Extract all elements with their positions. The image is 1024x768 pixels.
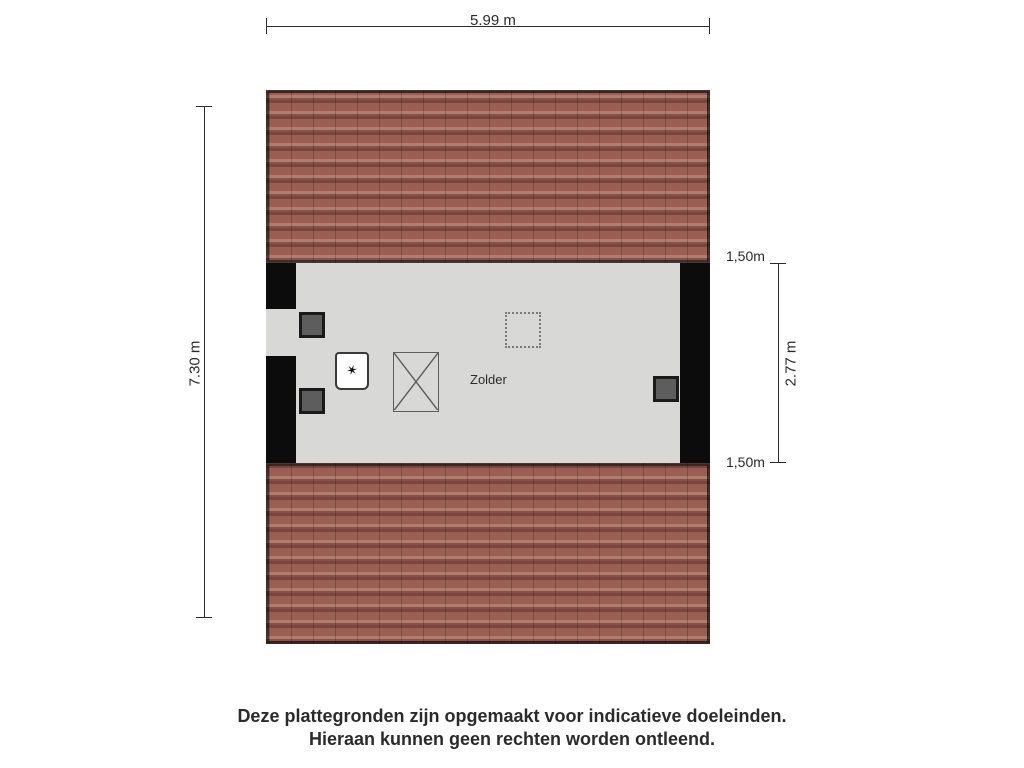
dim-right-label: 2.77 m [782,341,799,387]
pillar-right [653,376,679,402]
pillar-left-top [299,312,325,338]
dim-left-tick-bottom [196,617,212,618]
trapdoor [393,352,439,412]
room-label-zolder: Zolder [470,372,507,387]
appliance-box: ✶ [335,352,369,390]
dim-right-small-bottom: 1,50m [726,454,765,470]
wall-right [680,263,710,463]
pillar-left-bottom [299,388,325,414]
floor-plan-canvas: 5.99 m 7.30 m 2.77 m 1,50m 1,50m ✶ [0,0,1024,768]
dim-right-small-top: 1,50m [726,248,765,264]
disclaimer: Deze plattegronden zijn opgemaakt voor i… [0,705,1024,750]
dim-top-label: 5.99 m [470,12,516,29]
dim-top-tick-right [709,18,710,34]
disclaimer-line1: Deze plattegronden zijn opgemaakt voor i… [0,705,1024,728]
dim-right-line [778,263,779,463]
dotted-rect [505,312,541,348]
appliance-icon: ✶ [344,361,360,381]
disclaimer-line2: Hieraan kunnen geen rechten worden ontle… [0,728,1024,751]
dim-left-line [204,106,205,618]
building-outline: ✶ Zolder [266,90,710,644]
wall-left-lower [266,356,296,463]
attic-floor [266,263,710,463]
roof-panel-bottom [266,463,710,644]
wall-left-upper [266,263,296,309]
dim-right-tick-bottom [770,462,786,463]
roof-panel-top [266,90,710,263]
dim-left-label: 7.30 m [186,341,203,387]
